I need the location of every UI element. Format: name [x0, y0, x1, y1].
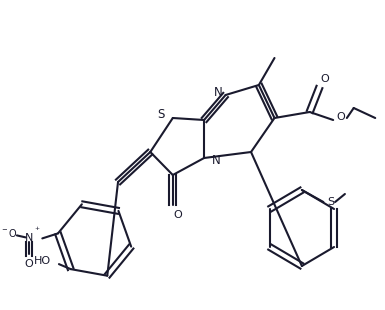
Text: N: N [213, 86, 222, 100]
Text: $^+$: $^+$ [33, 226, 40, 235]
Text: O: O [320, 74, 329, 84]
Text: S: S [157, 108, 165, 122]
Text: N: N [24, 233, 33, 243]
Text: N: N [211, 153, 220, 166]
Text: HO: HO [34, 256, 51, 266]
Text: $^-$O: $^-$O [0, 228, 18, 239]
Text: O: O [336, 112, 345, 122]
Text: O: O [173, 210, 182, 220]
Text: S: S [328, 197, 335, 207]
Text: O: O [24, 259, 33, 269]
